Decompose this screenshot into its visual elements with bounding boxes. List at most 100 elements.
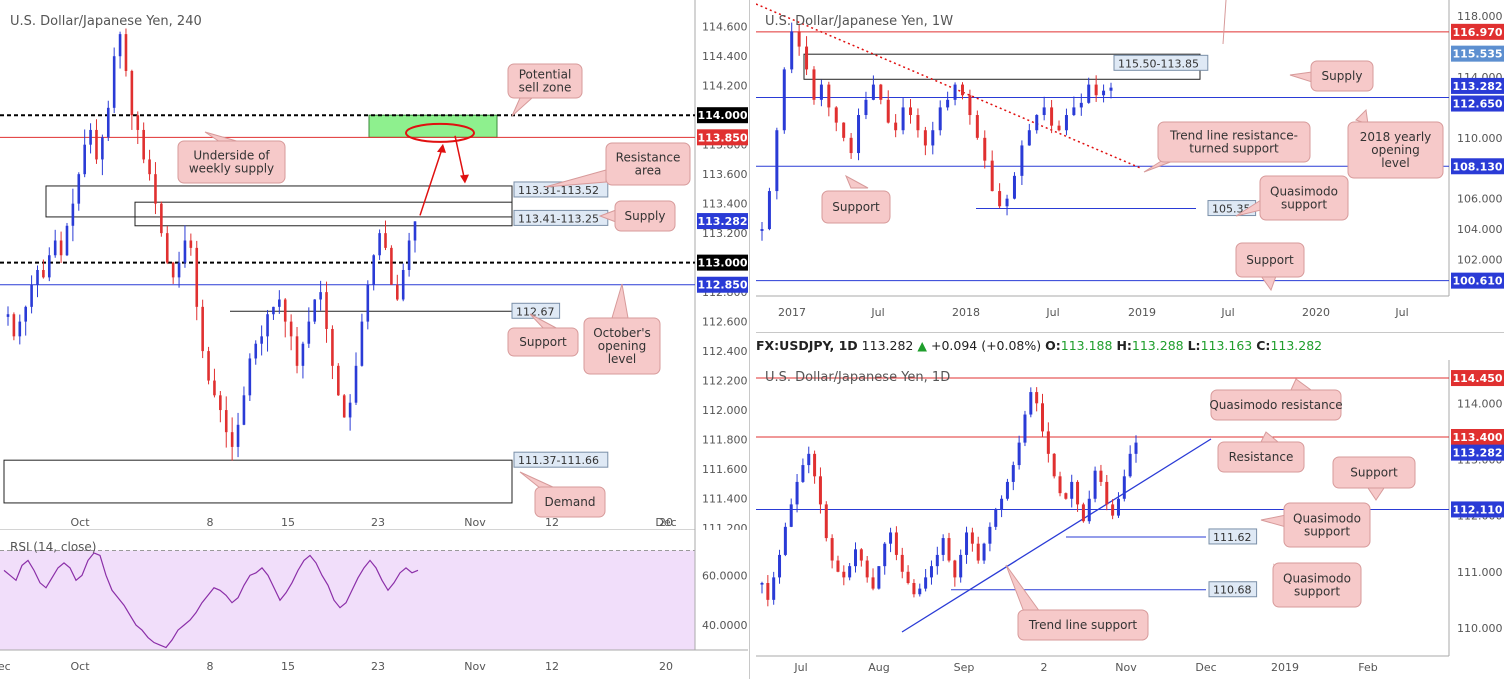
candle-body (407, 240, 411, 270)
zone-label-bg (1208, 581, 1258, 598)
candle-body (819, 84, 823, 100)
chart-1d-canvas[interactable]: 114.000113.000112.000111.000110.000114.4… (756, 360, 1504, 679)
price-tag-bg (697, 107, 748, 124)
high-label: H: (1116, 338, 1132, 353)
candle-body (384, 233, 387, 248)
chart-1d[interactable]: 114.000113.000112.000111.000110.000114.4… (756, 360, 1504, 679)
zone-label: 111.62 (1213, 531, 1252, 544)
zone-label-bg (1208, 528, 1258, 545)
x-tick-label: 2019 (1271, 661, 1299, 674)
resistance-area-zone (45, 185, 513, 218)
candle-body (24, 306, 27, 322)
y-tick-label: 102.000 (1457, 254, 1503, 267)
candle-body (889, 532, 893, 544)
price-tag-bg (1451, 95, 1504, 112)
candle-body (857, 115, 861, 154)
candle-body (941, 538, 945, 555)
candle-body (953, 84, 957, 100)
candle-body (224, 410, 228, 433)
candle-body (248, 358, 252, 396)
candle-body (960, 84, 964, 96)
candle-body (1057, 125, 1061, 131)
candle-body (959, 554, 963, 578)
candle-body (1035, 115, 1039, 131)
candle-body (760, 583, 764, 585)
price-tag-bg (1451, 45, 1504, 62)
candle-body (83, 144, 86, 175)
close-value: 113.282 (1270, 338, 1323, 353)
chart-1w-canvas[interactable]: 118.000114.000110.000106.000104.000102.0… (756, 0, 1504, 332)
candle-body (842, 122, 846, 138)
chart-rsi[interactable]: 60.0000 40.0000 Oct 8 15 23 Nov 12 20 Dec RSI (14… (0, 530, 748, 679)
low-label: L: (1187, 338, 1201, 353)
candle-body (918, 588, 922, 595)
daily-info-bar: FX:USDJPY, 1D 113.282 ▲ +0.094 (+0.08%) … (756, 338, 1504, 356)
zone-label-bg (1113, 54, 1209, 71)
annotation-box (507, 63, 583, 99)
candle-body (901, 107, 905, 131)
candle-body (778, 554, 782, 578)
candle-body (883, 543, 887, 567)
candle-body (783, 526, 787, 555)
annotation-box (1017, 609, 1149, 641)
annotation-text: Quasimodo (1270, 185, 1338, 199)
candle-body (760, 229, 764, 231)
annotation-text: October's (593, 326, 651, 340)
y-tick-label: 104.000 (1457, 223, 1503, 236)
x-tick-label: Dec (655, 516, 676, 529)
x-tick-label: 2 (1041, 661, 1048, 674)
chart-1w[interactable]: 118.000 114.000 110.000 106.000 104.000 102.0… (756, 0, 1504, 332)
candle-body (36, 270, 39, 285)
candle-body (266, 314, 269, 337)
chart-4h[interactable]: 114.600114.400114.200114.000113.800113.6… (0, 0, 748, 530)
candle-body (1111, 504, 1115, 516)
annotation-text: Trend line resistance- (1169, 129, 1298, 143)
candle-body (859, 549, 863, 561)
candle-body (95, 129, 98, 160)
chart-4h-canvas[interactable]: 114.600114.400114.200114.000113.800113.6… (0, 0, 748, 530)
candle-body (1058, 476, 1062, 494)
annotation-text: Support (832, 200, 880, 214)
annotation-pointer (1260, 514, 1287, 528)
candle-body (1102, 90, 1106, 96)
candle-body (818, 476, 822, 505)
annotation-text: opening (598, 339, 647, 353)
x-tick-label: Jul (1220, 306, 1234, 319)
candle-body (1017, 442, 1021, 466)
candle-body (1023, 414, 1027, 443)
annotation-text: support (1294, 585, 1340, 599)
candle-body (1050, 107, 1054, 126)
annotation-box (507, 327, 579, 357)
price-tag-label: 114.450 (1452, 372, 1502, 385)
candle-body (283, 299, 287, 322)
daily-price: 113.282 (861, 338, 914, 353)
x-tick-label: 2020 (1302, 306, 1330, 319)
x-tick-label: 12 (545, 660, 559, 673)
candle-body (834, 107, 838, 123)
candle-body (946, 99, 950, 108)
zone-label-bg (513, 451, 609, 468)
candle-body (195, 247, 199, 307)
candle-body (1029, 392, 1033, 415)
candle-body (1094, 84, 1098, 96)
annotation-text: Quasimodo (1293, 512, 1361, 526)
x-tick-label: 8 (207, 516, 214, 529)
price-tag-label: 115.535 (1452, 48, 1502, 61)
candle-body (938, 107, 942, 131)
candle-body (912, 583, 916, 595)
annotation-text: turned support (1189, 142, 1279, 156)
candle-body (988, 526, 992, 544)
x-tick-label: Jul (870, 306, 884, 319)
candle-body (254, 343, 258, 359)
candle-body (1012, 175, 1016, 199)
x-tick-label: Nov (464, 516, 486, 529)
candle-body (354, 365, 358, 403)
annotation-text: opening (1371, 143, 1420, 157)
chart-rsi-canvas[interactable]: 60.0000 40.0000 Oct 8 15 23 Nov 12 20 Dec (0, 530, 748, 679)
candle-body (1064, 115, 1068, 131)
zone-label: 115.50-113.85 (1118, 57, 1199, 70)
candle-body (924, 577, 928, 589)
y-tick-label: 113.600 (702, 168, 748, 181)
annotation-box (821, 190, 891, 224)
candle-body (106, 107, 110, 138)
